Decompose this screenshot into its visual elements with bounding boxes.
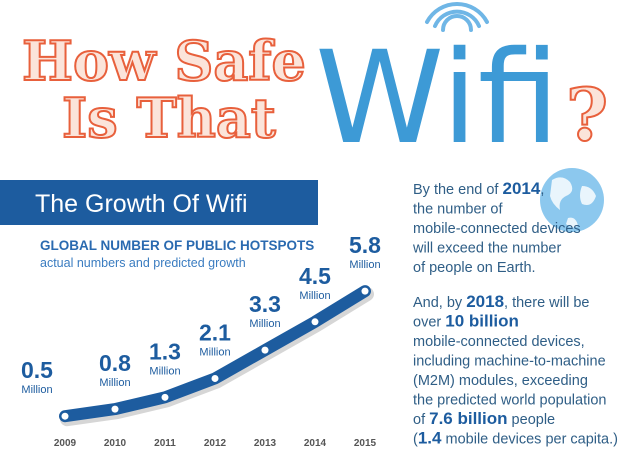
x-tick-label: 2013	[254, 438, 277, 449]
text-segment: over	[413, 315, 445, 331]
highlight: 7.6 billion	[429, 409, 507, 428]
text-segment: mobile-connected devices,	[413, 334, 585, 350]
x-tick-label: 2014	[304, 438, 327, 449]
text-segment: ,	[540, 182, 544, 198]
text-segment: (M2M) modules, exceeding	[413, 373, 588, 389]
x-tick-label: 2010	[104, 438, 127, 449]
highlight: 2018	[466, 292, 504, 311]
side-line: the number of	[413, 202, 503, 218]
side-line: of 7.6 billion people	[413, 409, 555, 428]
highlight: 2014	[502, 179, 540, 198]
value-label: 0.8	[99, 350, 131, 376]
globe	[540, 168, 604, 232]
text-segment: (	[413, 432, 418, 448]
text-segment: of	[413, 412, 429, 428]
value-label: 2.1	[199, 319, 231, 345]
value-label: 5.8	[349, 232, 381, 258]
title-wifi: Wifi	[315, 24, 560, 173]
chart-subtitle: actual numbers and predicted growth	[40, 256, 246, 270]
side-line: (1.4 mobile devices per capita.)	[413, 429, 618, 448]
data-point	[111, 405, 119, 413]
data-point	[61, 412, 69, 420]
side-line: And, by 2018, there will be	[413, 292, 589, 311]
side-text: By the end of 2014, the number of mobile-c…	[412, 179, 618, 448]
line-chart: GLOBAL NUMBER OF PUBLIC HOTSPOTS actual …	[21, 232, 381, 449]
text-segment: the predicted world population	[413, 393, 606, 409]
data-point	[161, 393, 169, 401]
data-point	[361, 287, 369, 295]
x-tick-label: 2009	[54, 438, 77, 449]
side-line: mobile-connected devices,	[413, 334, 585, 350]
banner-title: The Growth Of Wifi	[35, 190, 248, 218]
value-label: 3.3	[249, 291, 281, 317]
value-unit: Million	[199, 346, 230, 358]
data-point	[311, 318, 319, 326]
title-line-1: How Safe	[22, 29, 306, 93]
value-label: 4.5	[299, 263, 331, 289]
side-line: mobile-connected devices	[413, 221, 581, 237]
highlight: 1.4	[418, 429, 442, 448]
value-label: 1.3	[149, 338, 181, 364]
value-unit: Million	[349, 259, 380, 271]
value-unit: Million	[299, 290, 330, 302]
value-unit: Million	[99, 377, 130, 389]
signal-arc	[433, 9, 481, 28]
text-segment: people	[508, 412, 556, 428]
highlight: 10 billion	[445, 312, 519, 331]
x-tick-label: 2015	[354, 438, 377, 449]
wifi-signal	[425, 2, 489, 32]
text-segment: including machine-to-machine	[413, 354, 606, 370]
banner	[0, 180, 318, 225]
x-tick-label: 2011	[154, 438, 176, 449]
signal-arc	[441, 14, 473, 32]
text-segment: mobile devices per capita.)	[441, 432, 618, 448]
text-segment: By the end of	[413, 182, 502, 198]
globe-land	[550, 177, 596, 228]
title-question: ?	[566, 72, 608, 157]
signal-arc	[425, 2, 489, 24]
value-unit: Million	[149, 365, 180, 377]
title-line-2: Is That	[62, 86, 276, 150]
value-unit: Million	[21, 384, 52, 396]
side-line: (M2M) modules, exceeding	[413, 373, 588, 389]
chart-title: GLOBAL NUMBER OF PUBLIC HOTSPOTS	[40, 238, 314, 253]
side-line: the predicted world population	[413, 393, 606, 409]
side-line: including machine-to-machine	[413, 354, 606, 370]
value-unit: Million	[249, 318, 280, 330]
data-point	[211, 374, 219, 382]
side-line: over 10 billion	[413, 312, 519, 331]
text-segment: mobile-connected devices	[413, 221, 581, 237]
side-line: will exceed the number	[412, 241, 561, 257]
x-tick-label: 2012	[204, 438, 227, 449]
text-segment: will exceed the number	[412, 241, 561, 257]
side-line: By the end of 2014,	[413, 179, 544, 198]
text-segment: of people on Earth.	[413, 260, 536, 276]
text-segment: the number of	[413, 202, 503, 218]
side-line: of people on Earth.	[413, 260, 536, 276]
text-segment: And, by	[413, 295, 466, 311]
text-segment: , there will be	[504, 295, 589, 311]
data-point	[261, 346, 269, 354]
value-label: 0.5	[21, 357, 53, 383]
